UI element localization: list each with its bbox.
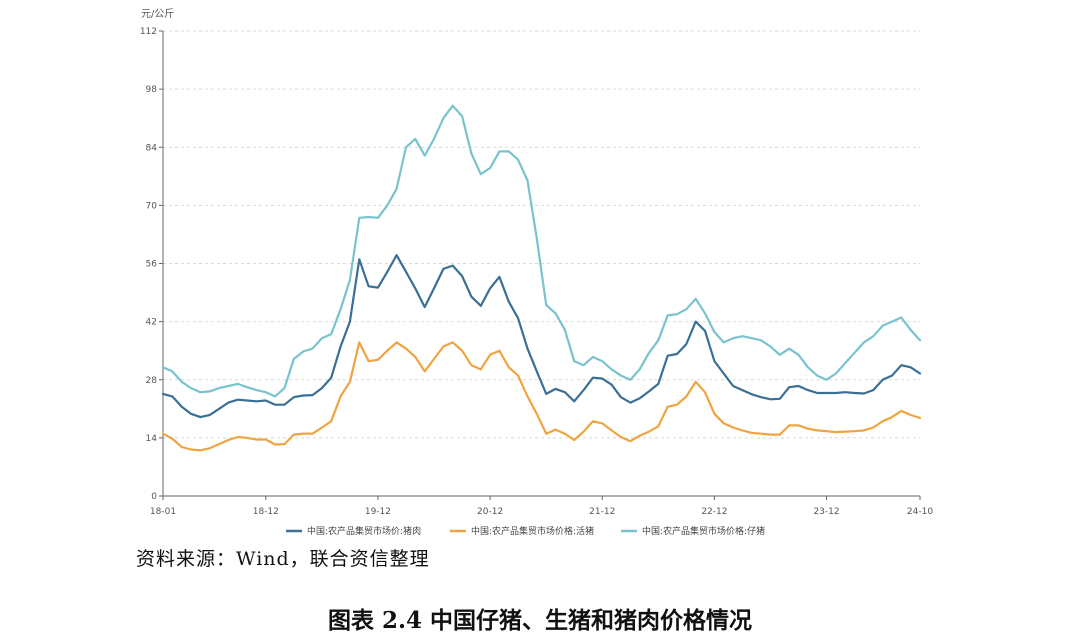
y-tick-label: 84 — [146, 143, 158, 153]
y-tick-label: 56 — [146, 260, 158, 270]
x-tick-label: 20-12 — [477, 507, 503, 517]
y-tick-label: 42 — [146, 318, 157, 328]
y-tick-label: 112 — [140, 27, 157, 37]
y-tick-label: 0 — [151, 492, 157, 502]
legend-label: 中国:农产品集贸市场价格:仔猪 — [642, 525, 765, 537]
series-line-1 — [161, 254, 922, 419]
figure-title: 图表 2.4 中国仔猪、生猪和猪肉价格情况 — [327, 607, 753, 634]
pig-price-chart: 元/公斤 0 14 28 42 56 70 84 98 112 18-01 18-12 19-12 2… — [140, 8, 934, 537]
x-tick-label: 18-01 — [150, 507, 176, 517]
series-line-3 — [161, 104, 922, 398]
x-tick-label: 24-10 — [907, 507, 933, 517]
y-tick-label: 14 — [146, 434, 158, 444]
x-tick-labels: 18-01 18-12 19-12 20-12 21-12 22-12 23-12 24-10 — [150, 507, 933, 517]
legend-label: 中国:农产品集贸市场价格:活猪 — [471, 525, 594, 537]
series-line-2 — [161, 341, 922, 452]
x-tick-label: 22-12 — [701, 507, 727, 517]
x-tick-label: 23-12 — [813, 507, 839, 517]
x-tick-label: 21-12 — [589, 507, 615, 517]
series-lines — [161, 104, 922, 452]
x-tick-label: 18-12 — [253, 507, 279, 517]
source-note: 资料来源：Wind，联合资信整理 — [136, 548, 430, 570]
y-tick-label: 28 — [146, 376, 158, 386]
y-axis-unit-label: 元/公斤 — [141, 8, 174, 20]
x-tick-label: 19-12 — [365, 507, 391, 517]
y-tick-label: 70 — [146, 201, 158, 211]
grid-lines — [163, 30, 920, 439]
y-tick-label: 98 — [146, 85, 158, 95]
axes — [159, 30, 921, 500]
legend-label: 中国:农产品集贸市场价:猪肉 — [307, 525, 421, 537]
legend: 中国:农产品集贸市场价:猪肉 中国:农产品集贸市场价格:活猪 中国:农产品集贸市场价… — [286, 525, 765, 537]
y-tick-labels: 0 14 28 42 56 70 84 98 112 — [140, 27, 157, 502]
